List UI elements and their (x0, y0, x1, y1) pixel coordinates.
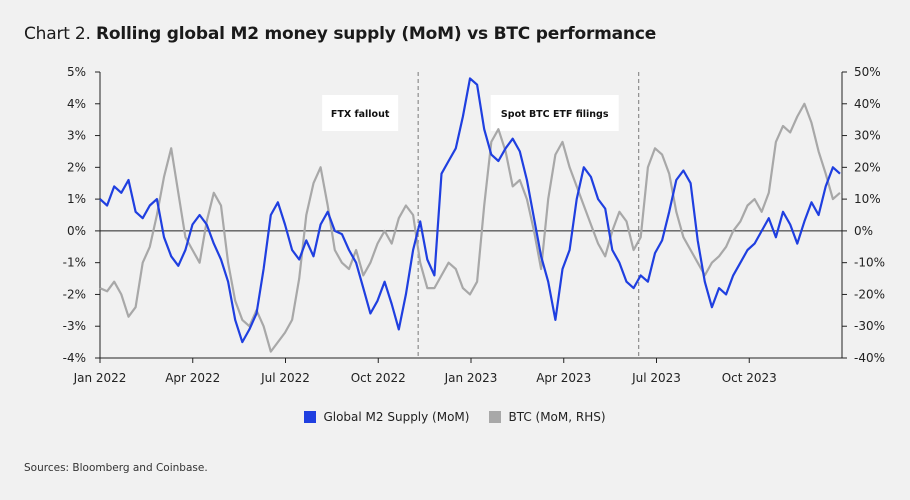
annotation-label: FTX fallout (331, 109, 390, 120)
chart-title-text: Rolling global M2 money supply (MoM) vs … (95, 24, 657, 44)
right-tick-label: 50% (854, 65, 881, 79)
right-tick-label: -10% (854, 256, 885, 270)
annotation-box (490, 95, 619, 131)
chart-plot: 5% 4% 3% 2% 1% 0% -1% -2% -3% -4% 50% 40% 30% 20% 10% 0… (63, 65, 885, 385)
chart-legend: Global M2 Supply (MoM) BTC (MoM, RHS) (0, 410, 910, 424)
x-tick-label: Jan 2022 (73, 371, 127, 385)
right-tick-label: -40% (854, 351, 885, 365)
right-tick-label: -30% (854, 319, 885, 333)
legend-item-m2: Global M2 Supply (MoM) (304, 410, 469, 424)
source-note: Sources: Bloomberg and Coinbase. (24, 462, 208, 474)
right-tick-label: 30% (854, 129, 881, 143)
x-tick-label: Jan 2023 (444, 371, 498, 385)
right-tick-label: 0% (854, 224, 873, 238)
chart-title: Chart 2. Rolling global M2 money supply … (24, 24, 656, 44)
left-tick-label: 4% (67, 97, 86, 111)
legend-label-btc: BTC (MoM, RHS) (508, 410, 606, 424)
x-tick-label: Jul 2022 (260, 371, 310, 385)
left-tick-label: 2% (67, 160, 86, 174)
legend-swatch-btc (489, 411, 502, 423)
legend-label-m2: Global M2 Supply (MoM) (323, 410, 470, 424)
legend-item-btc: BTC (MoM, RHS) (489, 410, 606, 424)
left-tick-label: 1% (67, 192, 86, 206)
x-tick-label: Oct 2022 (351, 371, 406, 385)
x-tick-label: Apr 2023 (536, 371, 591, 385)
annotation-label: Spot BTC ETF filings (501, 109, 609, 120)
left-tick-label: 0% (67, 224, 86, 238)
m2-series-line (99, 77, 841, 344)
annotation-box (322, 95, 399, 131)
x-tick-label: Apr 2022 (165, 371, 220, 385)
chart-number: Chart 2. (24, 24, 91, 44)
legend-swatch-m2 (304, 411, 317, 423)
left-tick-label: -1% (63, 256, 86, 270)
btc-series-line (99, 102, 841, 353)
right-tick-label: 10% (854, 192, 881, 206)
right-tick-label: -20% (854, 287, 885, 301)
right-tick-label: 40% (854, 97, 881, 111)
left-tick-label: 3% (67, 129, 86, 143)
left-tick-label: -4% (63, 351, 86, 365)
x-tick-label: Jul 2023 (631, 371, 681, 385)
left-tick-label: 5% (67, 65, 86, 79)
x-tick-label: Oct 2023 (722, 371, 777, 385)
right-tick-label: 20% (854, 160, 881, 174)
left-tick-label: -2% (63, 287, 86, 301)
left-tick-label: -3% (63, 319, 86, 333)
